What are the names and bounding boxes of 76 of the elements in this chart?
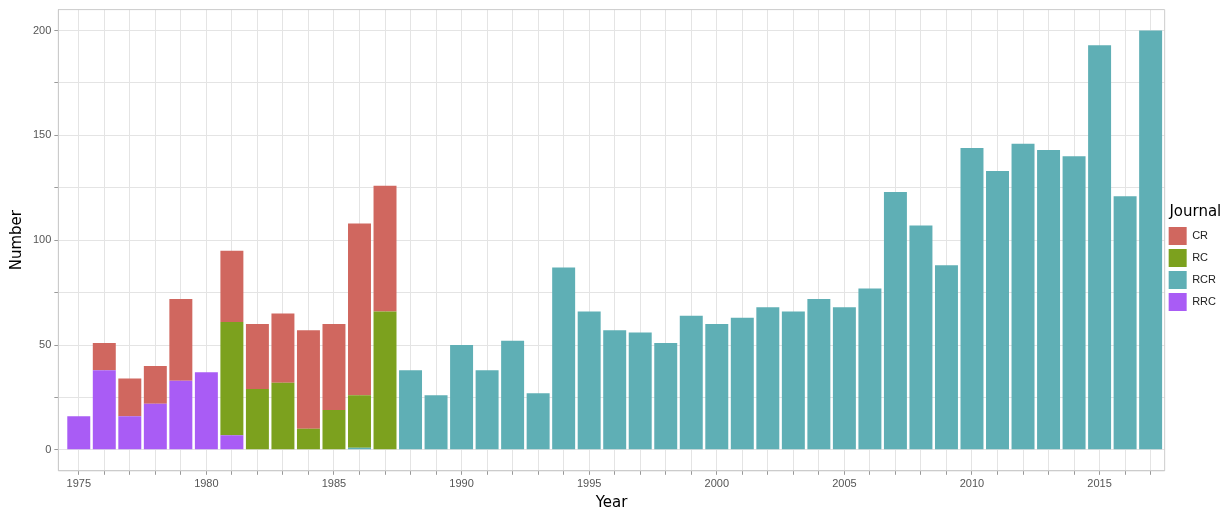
bar: [628, 332, 652, 450]
bar: [909, 225, 933, 450]
bar: [756, 307, 780, 450]
x-tick-label: 1980: [194, 477, 219, 490]
bar: [271, 382, 295, 450]
bar: [501, 340, 525, 450]
bar: [577, 311, 601, 450]
bar: [679, 315, 703, 450]
bar: [807, 298, 831, 450]
bar: [296, 428, 320, 450]
bar: [986, 171, 1009, 450]
legend-label: RCR: [1192, 273, 1217, 286]
x-tick-label: 2015: [1087, 477, 1112, 490]
legend-label: RC: [1192, 251, 1209, 264]
bar: [424, 395, 448, 450]
y-tick-label: 100: [32, 233, 52, 246]
bar: [526, 393, 550, 450]
x-tick-label: 2010: [959, 477, 985, 490]
bar: [348, 395, 371, 448]
bar: [348, 223, 371, 396]
x-tick-label: 2005: [832, 477, 857, 490]
bar: [960, 147, 984, 450]
bar: [552, 267, 576, 450]
x-axis-title: Year: [594, 492, 629, 511]
bar: [832, 307, 856, 450]
bar: [654, 342, 678, 450]
bar: [883, 191, 907, 450]
bar: [67, 416, 91, 450]
bar: [194, 372, 218, 450]
bar: [373, 185, 397, 312]
bar: [1088, 45, 1112, 450]
bar: [118, 416, 142, 450]
bar: [730, 317, 754, 450]
legend-label: RRC: [1192, 295, 1217, 308]
bar: [220, 435, 244, 450]
x-tick-label: 2000: [704, 477, 730, 490]
y-tick-label: 150: [32, 128, 52, 141]
bar: [1139, 30, 1163, 450]
x-tick-label: 1995: [576, 477, 602, 490]
bar: [705, 324, 729, 450]
bar: [322, 324, 346, 411]
x-tick-label: 1975: [66, 477, 92, 490]
bar: [934, 265, 958, 450]
legend-label: CR: [1192, 229, 1209, 242]
bar: [169, 380, 193, 450]
bar: [169, 298, 193, 381]
bar: [858, 288, 882, 450]
bar: [1037, 150, 1061, 450]
bar: [220, 250, 244, 322]
bar: [322, 410, 346, 450]
bar: [118, 378, 142, 417]
bar: [220, 321, 244, 436]
bar: [92, 370, 116, 450]
bar: [143, 365, 167, 404]
y-tick-label: 200: [32, 23, 52, 36]
bar: [245, 389, 269, 450]
bar: [1062, 156, 1086, 450]
bar: [450, 345, 474, 450]
x-tick-label: 1985: [321, 477, 347, 490]
bar: [296, 330, 320, 429]
y-tick-label: 50: [39, 338, 52, 351]
bar: [373, 311, 397, 450]
bar: [781, 311, 805, 450]
legend-title: Journal: [1168, 202, 1222, 221]
bar: [245, 324, 269, 390]
bar: [603, 330, 627, 450]
bar: [92, 342, 116, 371]
bar: [1011, 143, 1035, 450]
bar: [475, 370, 499, 450]
bar: [399, 370, 423, 450]
y-axis-title: Number: [6, 209, 25, 271]
bar: [271, 313, 295, 383]
x-tick-label: 1990: [449, 477, 474, 490]
bar: [1113, 196, 1137, 450]
y-tick-label: 0: [45, 442, 52, 455]
bar: [143, 403, 167, 450]
